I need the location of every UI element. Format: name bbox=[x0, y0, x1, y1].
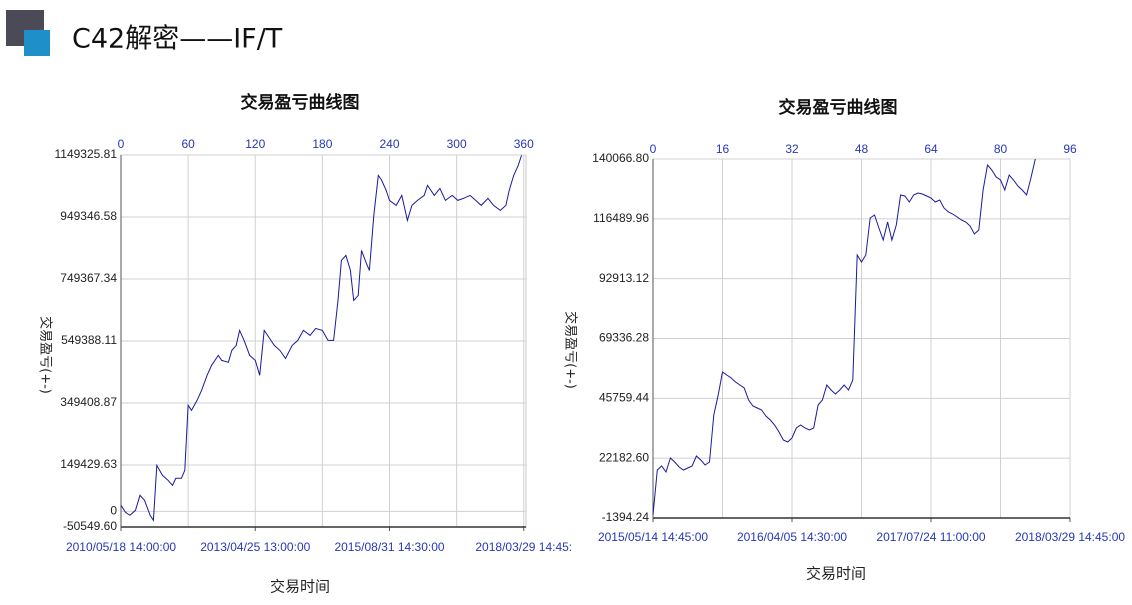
y-tick-label: 549388.11 bbox=[61, 333, 117, 347]
top-tick-label: 60 bbox=[181, 137, 195, 151]
date-tick-label: 2010/05/18 14:00:00 bbox=[66, 540, 176, 554]
y-tick-label: 140066.80 bbox=[592, 151, 649, 165]
chart-title: 交易盈亏曲线图 bbox=[241, 92, 360, 113]
y-tick-label: 69336.28 bbox=[599, 331, 649, 345]
y-tick-label: 949346.58 bbox=[60, 209, 117, 223]
date-tick-label: 2015/08/31 14:30:00 bbox=[334, 540, 444, 554]
top-tick-label: 16 bbox=[716, 142, 730, 156]
y-axis-label: 交易盈亏(+-) bbox=[38, 316, 54, 394]
top-tick-label: 180 bbox=[312, 137, 332, 151]
date-tick-label: 2018/03/29 14:45: bbox=[475, 540, 572, 554]
slide-title: C42解密——IF/T bbox=[72, 24, 283, 55]
top-tick-label: 360 bbox=[514, 137, 534, 151]
top-tick-label: 120 bbox=[245, 137, 265, 151]
top-tick-label: 48 bbox=[855, 142, 869, 156]
logo-blue bbox=[24, 30, 50, 56]
top-tick-label: 300 bbox=[447, 137, 467, 151]
y-axis-label: 交易盈亏(+-) bbox=[563, 311, 579, 389]
top-tick-label: 32 bbox=[785, 142, 799, 156]
y-tick-label: -50549.60 bbox=[63, 519, 117, 533]
y-tick-label: -1394.24 bbox=[602, 510, 650, 524]
y-tick-label: 349408.87 bbox=[60, 395, 117, 409]
top-tick-label: 80 bbox=[994, 142, 1008, 156]
x-axis-label: 交易时间 bbox=[806, 565, 866, 583]
top-tick-label: 96 bbox=[1063, 142, 1077, 156]
date-tick-label: 2017/07/24 11:00:00 bbox=[876, 530, 986, 544]
y-tick-label: 92913.12 bbox=[599, 271, 649, 285]
equity-line bbox=[120, 155, 522, 522]
top-tick-label: 240 bbox=[379, 137, 399, 151]
top-tick-label: 0 bbox=[118, 137, 125, 151]
y-tick-label: 1149325.81 bbox=[54, 147, 117, 161]
date-tick-label: 2015/05/14 14:45:00 bbox=[598, 530, 708, 544]
y-tick-label: 749367.34 bbox=[60, 271, 117, 285]
chart-title: 交易盈亏曲线图 bbox=[779, 97, 898, 118]
top-tick-label: 64 bbox=[924, 142, 938, 156]
date-tick-label: 2018/03/29 14:45:00 bbox=[1015, 530, 1125, 544]
y-tick-label: 116489.96 bbox=[593, 211, 649, 225]
y-tick-label: 0 bbox=[110, 503, 117, 517]
top-tick-label: 0 bbox=[650, 142, 657, 156]
y-tick-label: 22182.60 bbox=[599, 450, 649, 464]
y-tick-label: 149429.63 bbox=[60, 457, 117, 471]
date-tick-label: 2013/04/25 13:00:00 bbox=[200, 540, 310, 554]
x-axis-label: 交易时间 bbox=[270, 578, 330, 596]
y-tick-label: 45759.44 bbox=[599, 391, 649, 405]
equity-line bbox=[652, 158, 1036, 516]
date-tick-label: 2016/04/05 14:30:00 bbox=[737, 530, 847, 544]
